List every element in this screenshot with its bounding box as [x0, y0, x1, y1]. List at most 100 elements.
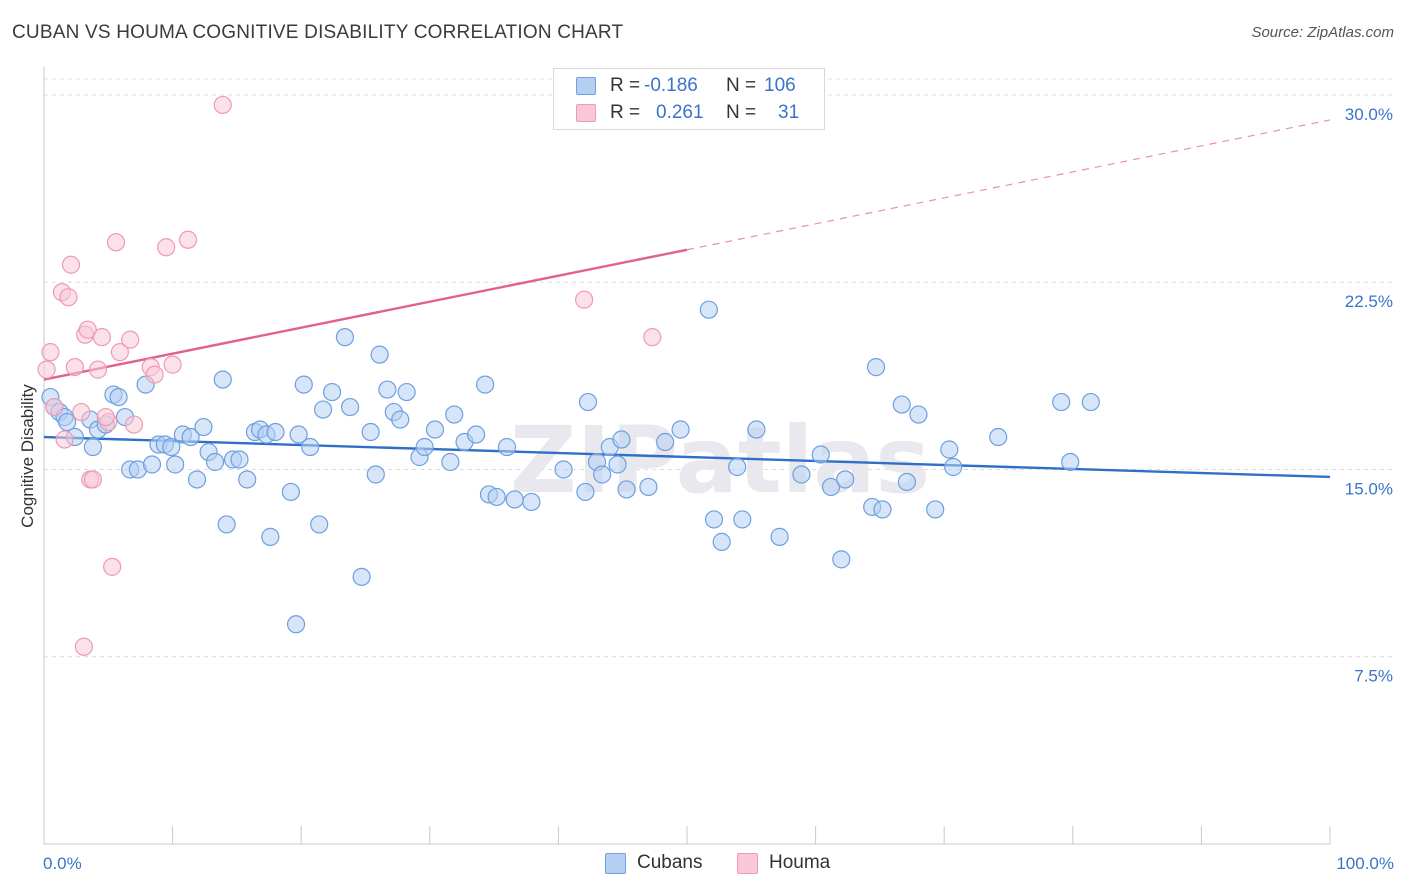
trend-line-extension-houma: [686, 119, 1331, 251]
point-cubans: [445, 405, 464, 424]
scatter-points: [37, 95, 1100, 656]
point-houma: [55, 430, 74, 449]
y-axis-label: Cognitive Disability: [18, 384, 37, 528]
point-cubans: [770, 527, 789, 546]
point-cubans: [505, 490, 524, 509]
legend-n-value: 106: [764, 75, 796, 96]
point-cubans: [310, 515, 329, 534]
point-cubans: [378, 380, 397, 399]
point-cubans: [397, 382, 416, 402]
chart-title: CUBAN VS HOUMA COGNITIVE DISABILITY CORR…: [12, 22, 624, 43]
point-houma: [92, 328, 111, 347]
point-cubans: [217, 515, 236, 534]
y-tick-label: 7.5%: [1354, 667, 1393, 686]
point-cubans: [213, 370, 232, 389]
point-cubans: [475, 375, 495, 394]
point-cubans: [892, 395, 911, 414]
point-cubans: [487, 487, 506, 507]
point-cubans: [313, 400, 333, 419]
legend-label-houma: Houma: [769, 852, 831, 873]
point-cubans: [792, 465, 811, 484]
point-cubans: [58, 412, 77, 432]
point-cubans: [162, 437, 181, 457]
point-cubans: [441, 452, 460, 472]
point-cubans: [425, 420, 445, 439]
point-cubans: [578, 392, 598, 412]
point-cubans: [352, 567, 371, 586]
point-cubans: [322, 382, 342, 402]
trend-line-cubans: [43, 435, 1331, 479]
legend-n-label: N =: [726, 75, 757, 96]
legend-swatch-houma: [576, 104, 596, 122]
point-cubans: [897, 472, 917, 492]
point-cubans: [466, 425, 486, 444]
point-cubans: [1052, 392, 1071, 412]
legend-swatch-cubans: [605, 853, 626, 874]
point-cubans: [909, 405, 928, 424]
x-tick-label-max: 100.0%: [1336, 854, 1394, 873]
point-cubans: [238, 470, 257, 489]
point-cubans: [181, 427, 200, 447]
point-cubans: [608, 455, 627, 474]
legend-r-label: R =: [610, 102, 641, 123]
point-cubans: [866, 358, 886, 377]
point-cubans: [612, 430, 631, 449]
point-cubans: [109, 387, 128, 407]
point-cubans: [340, 397, 360, 417]
point-cubans: [1061, 452, 1080, 472]
point-houma: [74, 637, 93, 656]
point-cubans: [281, 482, 301, 502]
point-cubans: [617, 480, 636, 499]
legend-swatch-houma: [737, 853, 758, 874]
point-houma: [124, 415, 144, 434]
legend-n-value: 31: [778, 102, 800, 123]
point-cubans: [639, 477, 658, 497]
point-houma: [213, 95, 232, 115]
point-cubans: [873, 500, 892, 519]
point-cubans: [747, 420, 766, 439]
axes: [43, 67, 1331, 845]
legend-swatch-cubans: [576, 77, 596, 95]
point-cubans: [989, 427, 1008, 447]
point-cubans: [522, 492, 541, 512]
point-cubans: [712, 532, 731, 551]
point-houma: [96, 407, 115, 427]
legend-r-label: R =: [610, 75, 641, 96]
point-cubans: [205, 452, 225, 472]
point-cubans: [593, 465, 612, 484]
point-cubans: [811, 445, 830, 464]
point-houma: [78, 320, 97, 339]
point-cubans: [301, 437, 320, 457]
point-houma: [83, 470, 102, 489]
legend-r-value: 0.261: [656, 102, 704, 123]
point-houma: [106, 233, 126, 252]
point-cubans: [142, 455, 162, 474]
point-houma: [145, 365, 164, 384]
point-cubans: [821, 477, 841, 497]
point-cubans: [836, 470, 855, 489]
point-cubans: [940, 440, 959, 459]
point-houma: [65, 358, 84, 377]
point-cubans: [83, 437, 102, 457]
point-cubans: [728, 457, 747, 477]
source-credit: Source: ZipAtlas.com: [1251, 24, 1394, 41]
point-houma: [121, 330, 140, 349]
point-houma: [103, 557, 122, 576]
y-tick-label: 22.5%: [1345, 292, 1393, 311]
point-houma: [110, 343, 129, 362]
point-houma: [643, 328, 662, 347]
point-cubans: [391, 410, 410, 429]
point-cubans: [576, 482, 595, 502]
point-cubans: [261, 527, 280, 546]
point-cubans: [944, 457, 963, 477]
point-cubans: [832, 550, 851, 569]
point-cubans: [704, 510, 724, 529]
point-houma: [575, 290, 594, 309]
point-houma: [88, 360, 108, 379]
point-cubans: [699, 300, 718, 319]
point-cubans: [166, 455, 185, 474]
point-houma: [163, 355, 182, 374]
point-houma: [45, 397, 64, 417]
trend-line-houma: [43, 248, 688, 381]
